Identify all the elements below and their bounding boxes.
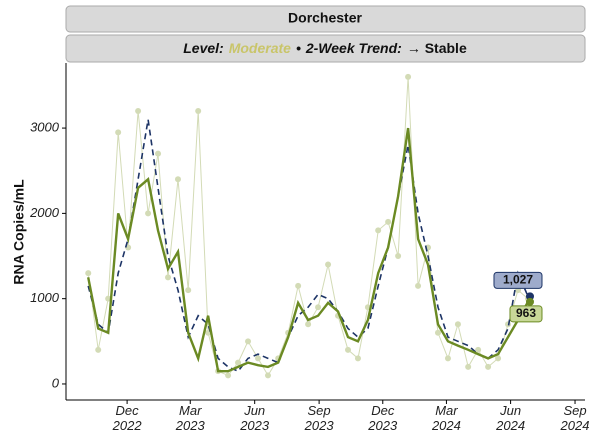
end-point xyxy=(525,297,534,306)
chart-title: Dorchester xyxy=(288,10,362,26)
raw-point xyxy=(434,329,441,336)
raw-point xyxy=(495,355,502,362)
dashed-line xyxy=(87,119,529,373)
x-tick-label: Sep 2024 xyxy=(560,403,590,433)
end-label: 1,027 xyxy=(503,273,533,287)
raw-point xyxy=(415,282,422,289)
raw-point xyxy=(375,227,382,234)
raw-point xyxy=(245,338,252,345)
raw-point xyxy=(465,363,472,370)
raw-point xyxy=(454,321,461,328)
title-strip xyxy=(65,5,586,33)
raw-point xyxy=(295,282,302,289)
subtitle-part: 2-Week Trend: xyxy=(305,40,402,56)
x-tick-label: Mar 2023 xyxy=(175,403,205,433)
raw-point xyxy=(95,346,102,353)
raw-point xyxy=(174,176,181,183)
raw-point xyxy=(395,253,402,260)
x-tick-label: Jun 2024 xyxy=(496,403,526,433)
raw-point xyxy=(225,372,232,379)
x-tick-label: Jun 2023 xyxy=(240,403,270,433)
raw-point xyxy=(325,261,332,268)
raw-point xyxy=(235,359,242,366)
subtitle-part: → Stable xyxy=(407,40,467,56)
raw-point xyxy=(155,150,162,157)
subtitle-strip xyxy=(65,34,586,63)
raw-point xyxy=(195,108,202,115)
end-label: 963 xyxy=(516,306,536,320)
raw-point xyxy=(145,210,152,217)
y-tick-label: 3000 xyxy=(30,120,60,135)
subtitle-part: Level: xyxy=(183,40,223,56)
x-tick-label: Dec 2022 xyxy=(112,403,142,433)
raw-point xyxy=(315,304,322,311)
x-tick-label: Dec 2023 xyxy=(368,403,398,433)
y-axis-label: RNA Copies/mL xyxy=(11,179,27,285)
raw-point xyxy=(165,274,172,281)
raw-point xyxy=(305,321,312,328)
raw-point xyxy=(475,346,482,353)
raw-line xyxy=(87,76,529,377)
solid-line xyxy=(87,127,530,373)
raw-point xyxy=(405,73,412,80)
subtitle-part: Moderate xyxy=(229,40,291,56)
raw-point xyxy=(354,355,361,362)
raw-point xyxy=(485,363,492,370)
y-tick-label: 0 xyxy=(52,375,60,390)
raw-point xyxy=(344,346,351,353)
raw-point xyxy=(185,287,192,294)
raw-point xyxy=(444,355,451,362)
y-tick-label: 2000 xyxy=(29,205,60,220)
raw-point xyxy=(264,372,271,379)
y-tick-label: 1000 xyxy=(30,290,60,305)
raw-point xyxy=(135,108,142,115)
x-tick-label: Mar 2024 xyxy=(431,403,461,433)
raw-point xyxy=(85,270,92,277)
raw-point xyxy=(105,295,112,302)
x-tick-label: Sep 2023 xyxy=(304,403,334,433)
raw-point xyxy=(385,218,392,225)
subtitle-part: • xyxy=(296,40,301,56)
end-label-box xyxy=(509,305,543,323)
raw-point xyxy=(115,129,122,136)
end-label-box xyxy=(493,271,543,289)
chart-subtitle: Level: Moderate • 2-Week Trend: → Stable xyxy=(183,40,467,56)
raw-point xyxy=(255,355,262,362)
